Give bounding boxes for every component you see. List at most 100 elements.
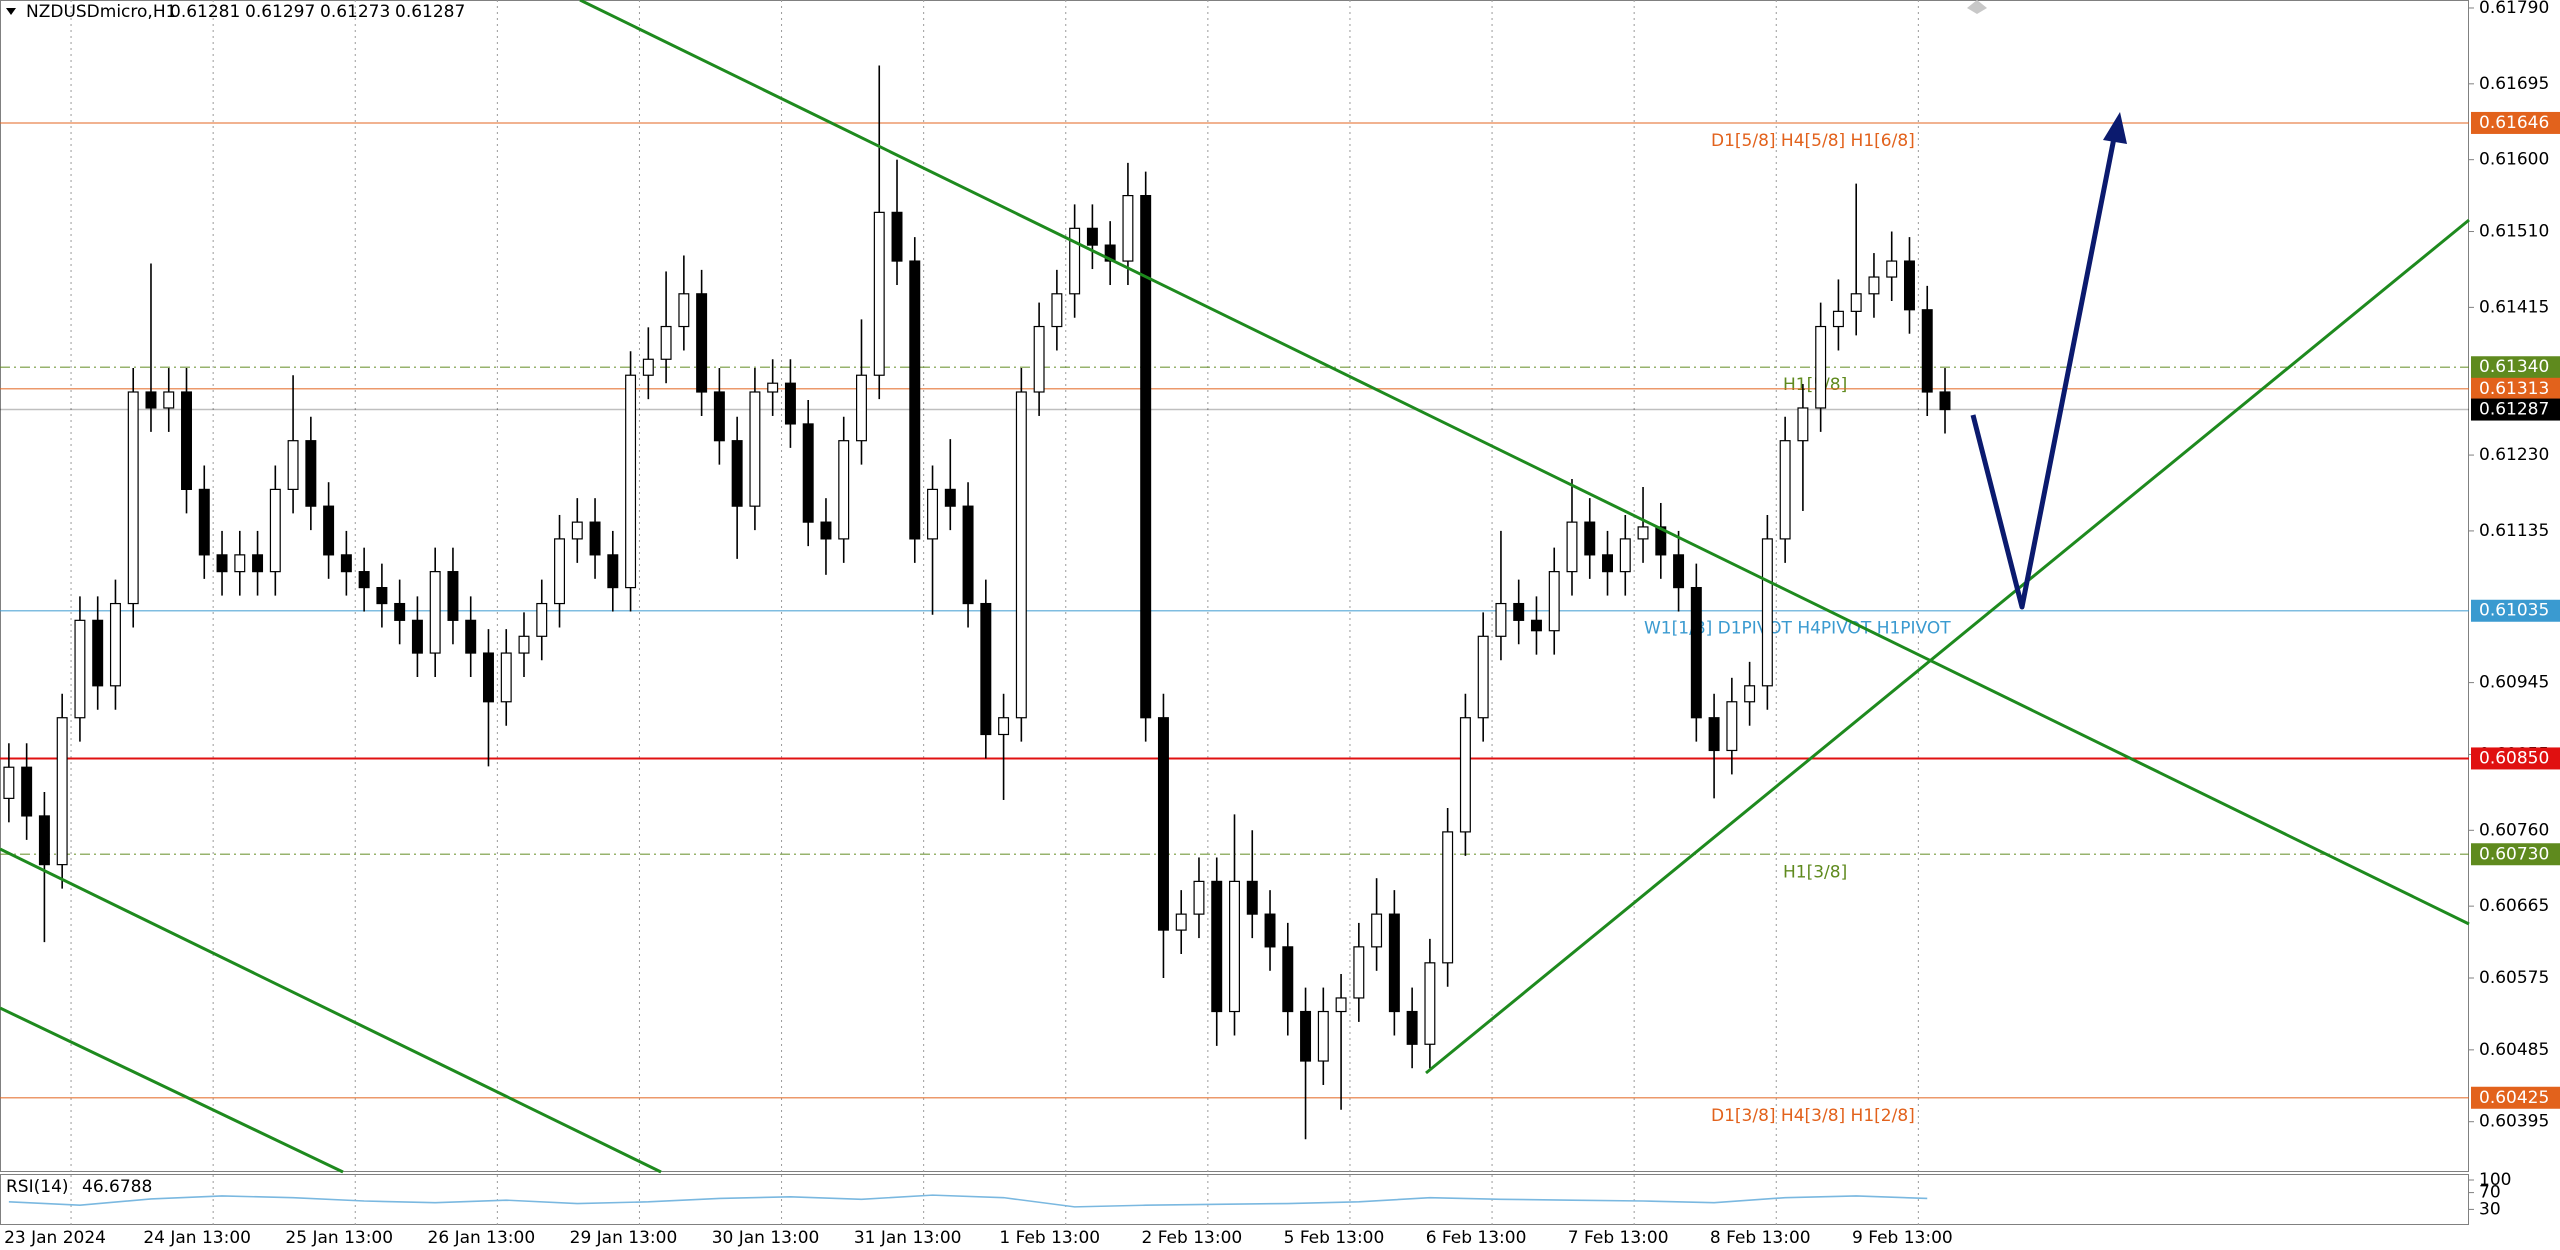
price-label: 0.60850 [2479, 748, 2549, 768]
candle-body [198, 488, 210, 556]
x-tick-label: 23 Jan 2024 [4, 1228, 106, 1248]
candle-body [944, 488, 956, 507]
candle-body [109, 602, 121, 687]
candle-body [1744, 685, 1756, 703]
x-tick-label: 1 Feb 13:00 [999, 1228, 1100, 1248]
candle-body [3, 766, 15, 799]
trend-line [0, 847, 662, 1174]
candle-body [305, 440, 317, 507]
candle-body [1495, 602, 1507, 637]
candle-body [1353, 946, 1365, 999]
candle-body [767, 382, 779, 393]
price-label-box [2471, 843, 2560, 866]
candle-body [1708, 717, 1720, 752]
candle-body [1051, 293, 1063, 328]
candle-body [1104, 244, 1116, 262]
candle-body [1140, 194, 1152, 719]
y-tick-label: 0.61415 [2479, 297, 2549, 317]
price-label-box [2471, 599, 2560, 622]
quote-close: 0.61287 [395, 2, 465, 22]
candle-body [74, 619, 86, 719]
candle-body [56, 717, 68, 866]
candle-body [1406, 1010, 1418, 1045]
quote-open: 0.61281 [170, 2, 240, 22]
candle-body [1637, 526, 1649, 540]
y-tick-label: 0.60575 [2479, 968, 2549, 988]
candle-body [696, 293, 708, 393]
candle-body [1086, 227, 1098, 246]
candle-body [1033, 325, 1045, 393]
candle-body [802, 423, 814, 523]
candle-body [1797, 407, 1809, 442]
menu-triangle [6, 8, 16, 15]
price-label: 0.61313 [2479, 379, 2549, 399]
candle-body [1868, 276, 1880, 295]
price-label: 0.61646 [2479, 113, 2549, 133]
candle-body [625, 374, 637, 589]
trend-line [1425, 218, 2470, 1075]
price-axis [2470, 0, 2560, 1250]
candle-body [1477, 635, 1489, 719]
candle-body [340, 554, 352, 573]
header: NZDUSDmicro,H1 0.61281 0.61297 0.61273 0… [26, 2, 465, 22]
y-tick-label: 0.60665 [2479, 896, 2549, 916]
candle-body [1300, 1010, 1312, 1062]
candle-body [1335, 997, 1347, 1013]
main-panel-frame [0, 0, 2469, 1172]
arrow-head [2103, 112, 2127, 144]
candle-body [784, 382, 796, 425]
candle-body [1371, 913, 1383, 948]
x-tick-label: 9 Feb 13:00 [1852, 1228, 1953, 1248]
candle-body [1424, 962, 1436, 1045]
candle-body [589, 521, 601, 556]
price-label: 0.61035 [2479, 601, 2549, 621]
price-label: 0.61340 [2479, 357, 2549, 377]
price-label-box [2471, 747, 2560, 770]
candle-layer [3, 65, 1951, 1208]
y-tick-label: 0.61230 [2479, 445, 2549, 465]
candle-body [269, 488, 281, 573]
level-text: H1[5/8] [1783, 375, 1847, 395]
candle-body [518, 635, 530, 654]
price-label-box [2471, 1086, 2560, 1109]
candle-body [1619, 538, 1631, 573]
candle-body [713, 391, 725, 442]
candle-body [571, 521, 583, 540]
candle-body [1815, 325, 1827, 409]
candle-body [1229, 880, 1240, 1013]
candle-body [1584, 521, 1596, 556]
trend-line [0, 1006, 344, 1174]
candle-body [252, 554, 264, 573]
y-tick-label: 0.61695 [2479, 74, 2549, 94]
candle-body [1193, 880, 1205, 915]
y-tick-label: 0.61135 [2479, 521, 2549, 541]
candle-body [38, 815, 50, 866]
candle-body [1459, 717, 1471, 833]
candle-body [1530, 619, 1542, 632]
candle-body [1122, 194, 1134, 262]
level-text: W1[1/8] D1PIVOT H4PIVOT H1PIVOT [1644, 619, 1951, 639]
candle-body [1850, 293, 1862, 312]
price-label: 0.60730 [2479, 844, 2549, 864]
rsi-tick-label: 100 [2479, 1170, 2511, 1190]
candle-body [323, 505, 335, 556]
candle-body [820, 521, 832, 540]
candle-body [607, 554, 619, 589]
candle-body [482, 652, 494, 703]
y-tick-label: 0.60760 [2479, 820, 2549, 840]
rsi-panel-frame [0, 1174, 2469, 1225]
candle-body [1726, 701, 1738, 752]
candle-body [891, 211, 903, 262]
x-tick-label: 30 Jan 13:00 [712, 1228, 820, 1248]
price-label: 0.61287 [2479, 400, 2549, 420]
candle-body [21, 766, 33, 817]
candle-body [1690, 586, 1702, 719]
candle-body [234, 554, 246, 573]
candle-body [731, 440, 743, 507]
candle-body [1175, 913, 1187, 931]
level-text: H1[3/8] [1783, 862, 1847, 882]
rsi-tick-label: 70 [2479, 1183, 2501, 1203]
candle-body [660, 325, 672, 360]
y-tick-label: 0.60485 [2479, 1040, 2549, 1060]
